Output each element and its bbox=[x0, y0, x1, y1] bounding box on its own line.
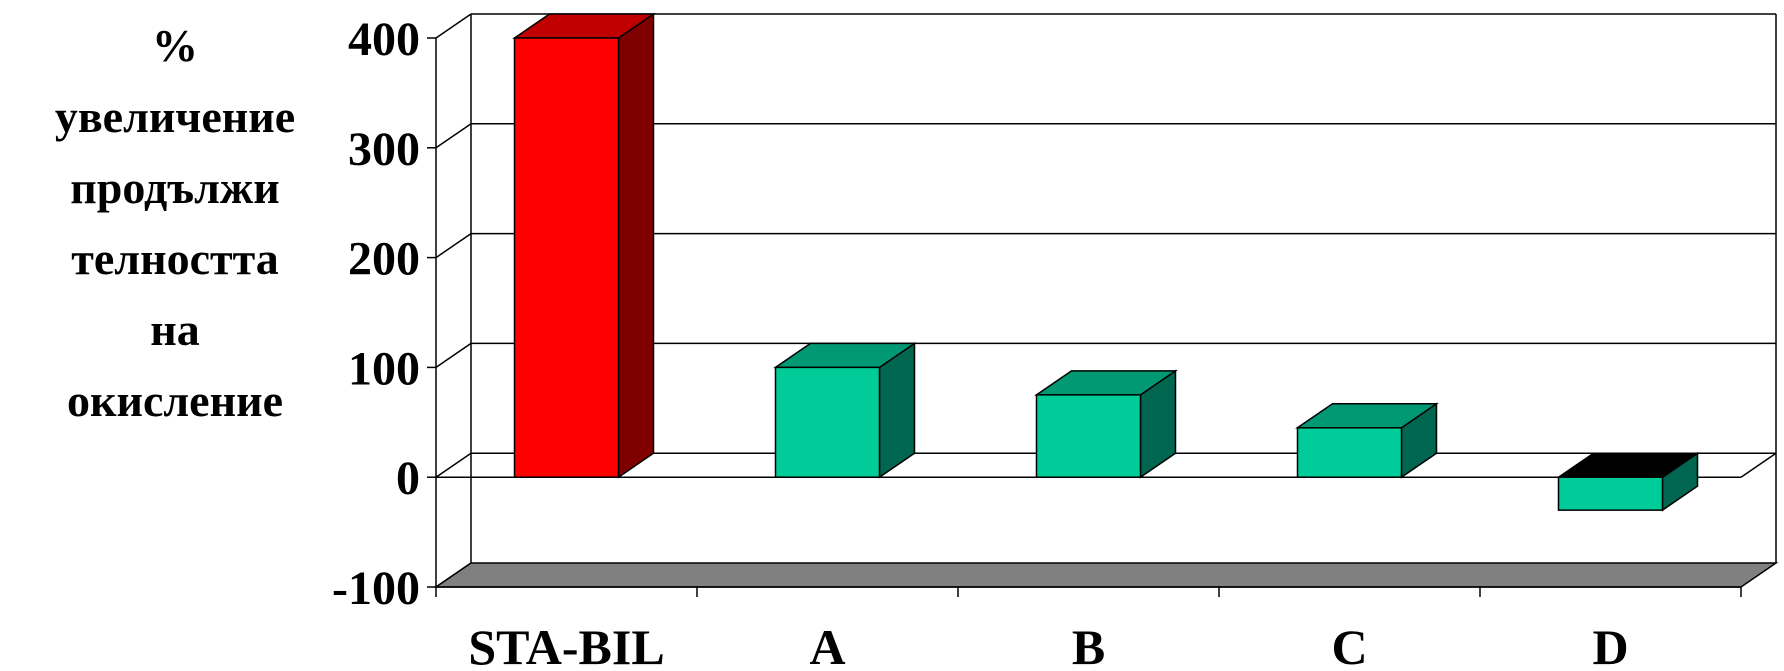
x-tick-label: C bbox=[1331, 619, 1367, 671]
bar bbox=[1296, 427, 1403, 478]
y-tick-label: 400 bbox=[348, 13, 420, 66]
y-axis-title-line: телността bbox=[71, 233, 279, 284]
y-axis-title-line: окисление bbox=[66, 375, 284, 426]
bar bbox=[1035, 394, 1142, 478]
bar bbox=[513, 37, 620, 478]
zero-baseline-depth bbox=[1740, 452, 1777, 478]
x-tick-label: D bbox=[1592, 619, 1628, 671]
side-wall-diagonal bbox=[435, 13, 472, 39]
y-tick-label: 200 bbox=[348, 233, 420, 286]
chart-floor bbox=[433, 562, 1779, 588]
y-tick-label: 100 bbox=[348, 342, 420, 395]
side-wall-diagonal bbox=[435, 123, 472, 149]
y-axis-title-line: на bbox=[150, 304, 200, 355]
x-tick-label: B bbox=[1072, 619, 1105, 671]
bar-side bbox=[617, 12, 655, 479]
y-tick-label: 0 bbox=[396, 452, 420, 505]
side-wall-diagonal bbox=[435, 452, 472, 478]
y-axis-title-line: % bbox=[152, 20, 198, 71]
bar bbox=[1557, 476, 1664, 511]
y-tick-label: -100 bbox=[332, 562, 420, 615]
y-axis-title: % увеличение продължи телността на окисл… bbox=[0, 10, 350, 436]
side-wall-diagonal bbox=[435, 232, 472, 259]
x-tick-label: A bbox=[809, 619, 845, 671]
side-wall-diagonal bbox=[435, 342, 472, 369]
y-axis-title-line: увеличение bbox=[54, 91, 296, 142]
x-tick-label: STA-BIL bbox=[468, 619, 664, 671]
y-axis-title-line: продължи bbox=[70, 162, 280, 213]
bar bbox=[774, 366, 881, 478]
y-tick-label: 300 bbox=[348, 123, 420, 176]
